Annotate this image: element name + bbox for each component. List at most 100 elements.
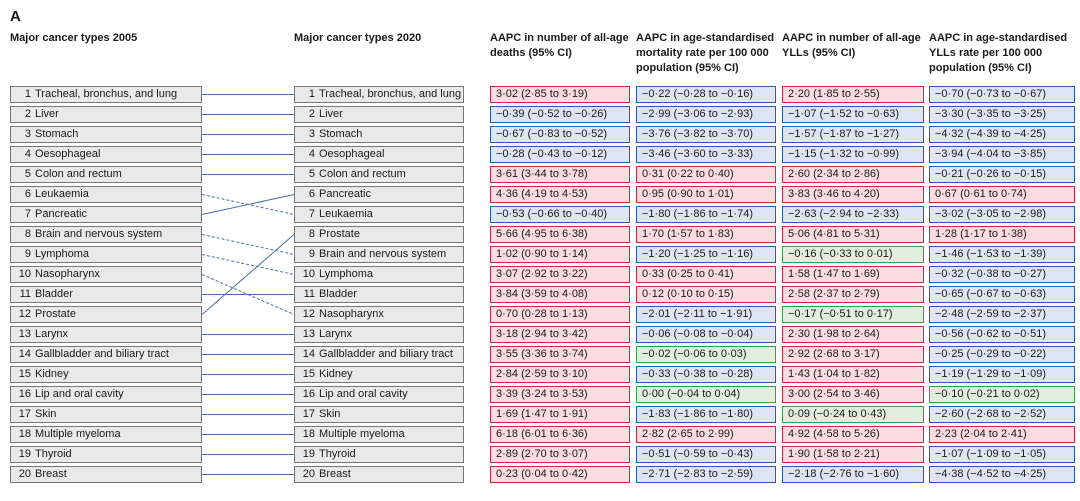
- rank-2005-row: 8 Brain and nervous system: [10, 226, 202, 243]
- aapc-cell-asylls: −2·48 (−2·59 to −2·37): [929, 306, 1075, 323]
- rank-2020-row: 4 Oesophageal: [294, 146, 464, 163]
- rank-number: 17: [299, 407, 315, 422]
- aapc-cell-ylls: −1·07 (−1·52 to −0·63): [782, 106, 924, 123]
- aapc-cell-asylls: −0·65 (−0·67 to −0·63): [929, 286, 1075, 303]
- rank-2020-row: 13 Larynx: [294, 326, 464, 343]
- aapc-cell-asmr: 2·82 (2·65 to 2·99): [636, 426, 776, 443]
- rank-number: 14: [15, 347, 31, 362]
- rank-2020-row: 9 Brain and nervous system: [294, 246, 464, 263]
- aapc-cell-asmr: −0·06 (−0·08 to −0·04): [636, 326, 776, 343]
- cancer-name: Lymphoma: [319, 268, 373, 280]
- aapc-cell-deaths: 3·02 (2·85 to 3·19): [490, 86, 630, 103]
- rank-number: 12: [15, 307, 31, 322]
- aapc-cell-deaths: 4·36 (4·19 to 4·53): [490, 186, 630, 203]
- cancer-name: Kidney: [319, 368, 353, 380]
- cancer-name: Skin: [319, 408, 340, 420]
- cancer-name: Tracheal, bronchus, and lung: [319, 88, 461, 100]
- aapc-cell-deaths: 3·18 (2·94 to 3·42): [490, 326, 630, 343]
- rank-number: 20: [299, 467, 315, 482]
- aapc-cell-asylls: 0·67 (0·61 to 0·74): [929, 186, 1075, 203]
- rank-2005-row: 1 Tracheal, bronchus, and lung: [10, 86, 202, 103]
- aapc-cell-asmr: 0·12 (0·10 to 0·15): [636, 286, 776, 303]
- aapc-cell-asylls: −4·38 (−4·52 to −4·25): [929, 466, 1075, 483]
- aapc-cell-asylls: −1·46 (−1·53 to −1·39): [929, 246, 1075, 263]
- aapc-cell-asmr: 0·33 (0·25 to 0·41): [636, 266, 776, 283]
- aapc-cell-asmr: −2·99 (−3·06 to −2·93): [636, 106, 776, 123]
- rank-number: 5: [15, 167, 31, 182]
- rank-number: 12: [299, 307, 315, 322]
- figure-panel-a: A Major cancer types 2005 Major cancer t…: [0, 0, 1080, 501]
- rank-2020-row: 2 Liver: [294, 106, 464, 123]
- aapc-cell-deaths: 2·89 (2·70 to 3·07): [490, 446, 630, 463]
- aapc-cell-ylls: 0·09 (−0·24 to 0·43): [782, 406, 924, 423]
- cancer-name: Larynx: [319, 328, 352, 340]
- aapc-cell-asylls: −0·21 (−0·26 to −0·15): [929, 166, 1075, 183]
- rank-number: 19: [15, 447, 31, 462]
- rank-2020-row: 12 Nasopharynx: [294, 306, 464, 323]
- aapc-cell-deaths: 3·84 (3·59 to 4·08): [490, 286, 630, 303]
- rank-2005-row: 13 Larynx: [10, 326, 202, 343]
- aapc-cell-ylls: 2·60 (2·34 to 2·86): [782, 166, 924, 183]
- aapc-cell-deaths: 2·84 (2·59 to 3·10): [490, 366, 630, 383]
- cancer-name: Liver: [35, 108, 59, 120]
- aapc-cell-deaths: −0·67 (−0·83 to −0·52): [490, 126, 630, 143]
- rank-number: 2: [299, 107, 315, 122]
- rank-number: 17: [15, 407, 31, 422]
- aapc-cell-asmr: −2·01 (−2·11 to −1·91): [636, 306, 776, 323]
- rank-2005-row: 17 Skin: [10, 406, 202, 423]
- rank-2005-row: 18 Multiple myeloma: [10, 426, 202, 443]
- rank-2005-row: 12 Prostate: [10, 306, 202, 323]
- rank-number: 19: [299, 447, 315, 462]
- rank-2005-row: 20 Breast: [10, 466, 202, 483]
- aapc-cell-deaths: 6·18 (6·01 to 6·36): [490, 426, 630, 443]
- rank-2020-row: 1 Tracheal, bronchus, and lung: [294, 86, 464, 103]
- rank-connector-line: [202, 255, 294, 275]
- aapc-cell-deaths: 1·02 (0·90 to 1·14): [490, 246, 630, 263]
- aapc-cell-deaths: −0·39 (−0·52 to −0·26): [490, 106, 630, 123]
- rank-2020-row: 8 Prostate: [294, 226, 464, 243]
- rank-number: 9: [299, 247, 315, 262]
- rank-2020-row: 14 Gallbladder and biliary tract: [294, 346, 464, 363]
- rank-number: 2: [15, 107, 31, 122]
- rank-number: 15: [299, 367, 315, 382]
- cancer-name: Brain and nervous system: [35, 228, 162, 240]
- aapc-cell-deaths: 3·39 (3·24 to 3·53): [490, 386, 630, 403]
- aapc-cell-asmr: 1·70 (1·57 to 1·83): [636, 226, 776, 243]
- aapc-cell-asylls: −0·10 (−0·21 to 0·02): [929, 386, 1075, 403]
- aapc-cell-asmr: −3·76 (−3·82 to −3·70): [636, 126, 776, 143]
- rank-2020-row: 10 Lymphoma: [294, 266, 464, 283]
- rank-number: 11: [15, 287, 31, 302]
- cancer-name: Gallbladder and biliary tract: [35, 348, 169, 360]
- rank-2020-row: 5 Colon and rectum: [294, 166, 464, 183]
- aapc-cell-asmr: 0·00 (−0·04 to 0·04): [636, 386, 776, 403]
- aapc-cell-ylls: 1·58 (1·47 to 1·69): [782, 266, 924, 283]
- cancer-name: Tracheal, bronchus, and lung: [35, 88, 177, 100]
- rank-2020-row: 15 Kidney: [294, 366, 464, 383]
- rank-number: 8: [15, 227, 31, 242]
- aapc-cell-asmr: −1·80 (−1·86 to −1·74): [636, 206, 776, 223]
- cancer-name: Multiple myeloma: [319, 428, 405, 440]
- aapc-cell-asmr: −1·83 (−1·86 to −1·80): [636, 406, 776, 423]
- rank-2020-row: 19 Thyroid: [294, 446, 464, 463]
- aapc-cell-asmr: 0·95 (0·90 to 1·01): [636, 186, 776, 203]
- aapc-cell-asylls: 2·23 (2·04 to 2·41): [929, 426, 1075, 443]
- rank-2005-row: 9 Lymphoma: [10, 246, 202, 263]
- rank-number: 13: [15, 327, 31, 342]
- aapc-cell-ylls: 5·06 (4·81 to 5·31): [782, 226, 924, 243]
- rank-number: 18: [15, 427, 31, 442]
- aapc-cell-asylls: −3·94 (−4·04 to −3·85): [929, 146, 1075, 163]
- cancer-name: Pancreatic: [35, 208, 87, 220]
- aapc-cell-asylls: −0·70 (−0·73 to −0·67): [929, 86, 1075, 103]
- rank-2020-row: 20 Breast: [294, 466, 464, 483]
- rank-2005-row: 16 Lip and oral cavity: [10, 386, 202, 403]
- rank-2020-row: 6 Pancreatic: [294, 186, 464, 203]
- cancer-name: Prostate: [319, 228, 360, 240]
- aapc-cell-asylls: −2·60 (−2·68 to −2·52): [929, 406, 1075, 423]
- aapc-cell-asylls: −0·25 (−0·29 to −0·22): [929, 346, 1075, 363]
- aapc-cell-asylls: −1·07 (−1·09 to −1·05): [929, 446, 1075, 463]
- rank-connector-line: [202, 235, 294, 315]
- aapc-cell-asylls: −4·32 (−4·39 to −4·25): [929, 126, 1075, 143]
- rank-number: 20: [15, 467, 31, 482]
- rank-2020-row: 11 Bladder: [294, 286, 464, 303]
- cancer-name: Thyroid: [35, 448, 72, 460]
